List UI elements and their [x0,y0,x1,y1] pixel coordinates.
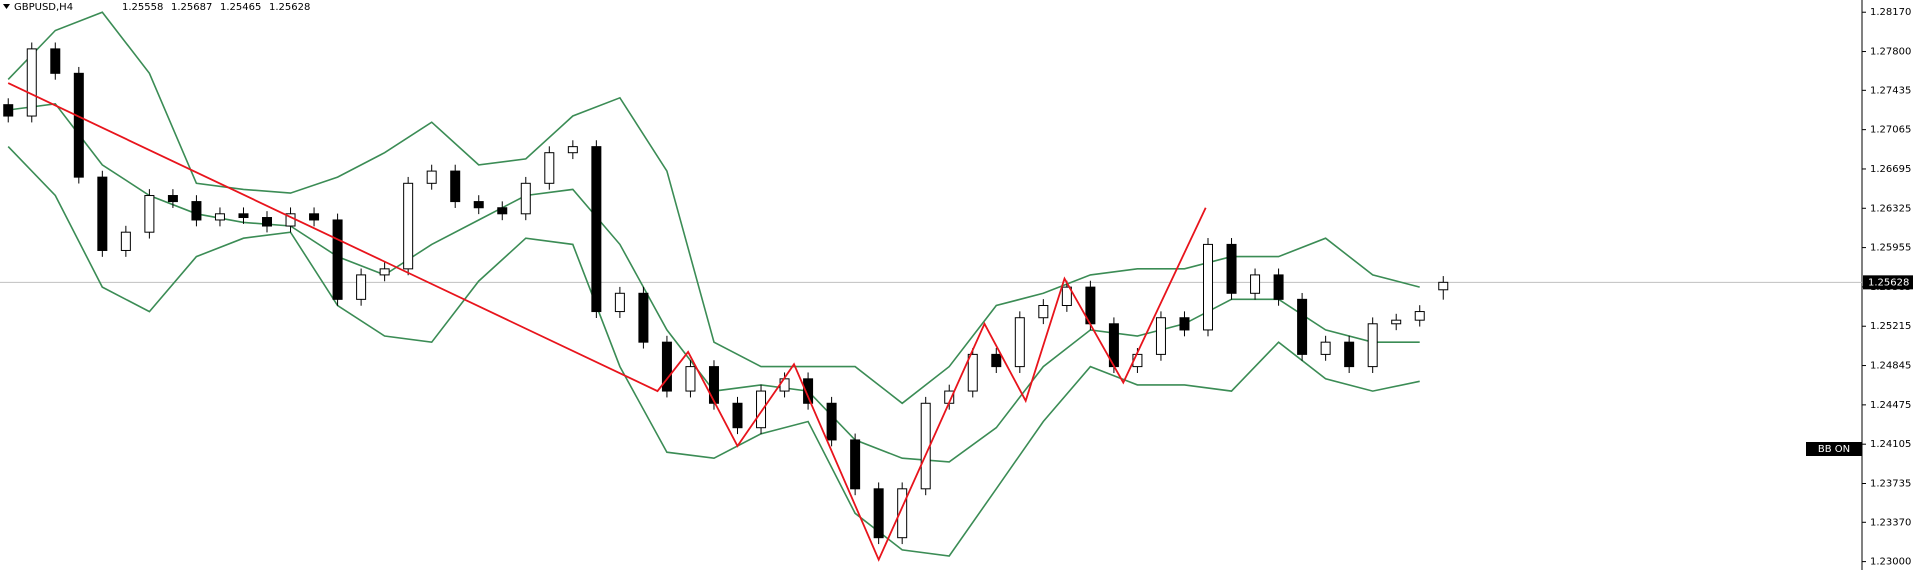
candle-body [426,170,437,184]
candle-body [1414,311,1425,321]
candle-body [1320,341,1331,355]
candle-body [379,268,390,276]
y-tick-label: 1.23000 [1870,557,1911,568]
candle-body [1273,274,1284,300]
candle-body [73,72,84,178]
candle-body [1250,274,1261,294]
header-open: 1.25558 [122,2,163,13]
candle-body [1203,243,1214,331]
annotation-box [1806,442,1862,456]
current-price-box [1863,275,1913,290]
y-tick-label: 1.24845 [1870,361,1911,372]
y-tick-label: 1.28170 [1870,7,1911,18]
candle-body [1038,305,1049,319]
candle-body [591,146,602,313]
candle-body [779,378,790,392]
candle-body [26,48,37,117]
candle-body [1226,243,1237,294]
y-tick-label: 1.24475 [1870,400,1911,411]
zigzag-line [7,82,1207,562]
y-tick-label: 1.26325 [1870,203,1911,214]
candle-body [214,213,225,221]
candle-body [403,182,414,270]
candle-body [1391,319,1402,325]
y-tick-label: 1.23370 [1870,517,1911,528]
candle-body [520,182,531,215]
candle-body [544,152,555,184]
candle-body [3,104,14,117]
candle-body [167,195,178,203]
candle-body [803,378,814,404]
candle-body [1179,317,1190,331]
candle-body [661,341,672,392]
header-low: 1.25465 [220,2,261,13]
annotation-label: BB ON [1818,444,1850,455]
y-tick-label: 1.25215 [1870,321,1911,332]
candle-body [897,488,908,539]
candle-body [309,213,320,221]
symbol-title: GBPUSD,H4 [14,2,73,13]
y-tick-label: 1.27435 [1870,85,1911,96]
y-tick-label: 1.27065 [1870,125,1911,136]
bollinger-lower [7,146,1420,557]
candle-body [567,146,578,154]
candle-body [450,170,461,203]
candle-body [238,213,249,219]
candle-body [1061,286,1072,307]
candle-body [967,353,978,392]
candle-body [614,292,625,313]
y-tick-label: 1.24105 [1870,439,1911,450]
current-price-label: 1.25628 [1868,277,1909,288]
header-close: 1.25628 [269,2,310,13]
candle-body [120,231,131,251]
candle-body [1344,341,1355,368]
header-high: 1.25687 [171,2,212,13]
candle-body [97,176,108,251]
candle-body [826,402,837,441]
collapse-arrow[interactable] [3,4,10,9]
candle-body [144,195,155,233]
candle-body [1438,281,1449,291]
y-tick-label: 1.26695 [1870,164,1911,175]
candle-body [873,488,884,539]
candle-body [191,201,202,221]
candle-body [756,390,767,429]
candle-body [685,366,696,392]
candle-body [1367,323,1378,368]
candle-body [50,48,61,74]
candle-body [850,439,861,490]
candle-body [473,201,484,209]
candle-body [732,402,743,429]
candle-body [1297,298,1308,355]
candle-body [991,353,1002,368]
candle-body [356,274,367,300]
candle-body [1014,317,1025,368]
candle-body [497,207,508,215]
candle-body [708,366,719,404]
candle-body [638,292,649,343]
candle-body [332,219,343,300]
y-tick-label: 1.27800 [1870,47,1911,58]
bollinger-upper [7,11,1420,405]
candle-body [262,217,273,227]
y-tick-label: 1.25955 [1870,243,1911,254]
candle-body [1155,317,1166,355]
y-tick-label: 1.23735 [1870,479,1911,490]
